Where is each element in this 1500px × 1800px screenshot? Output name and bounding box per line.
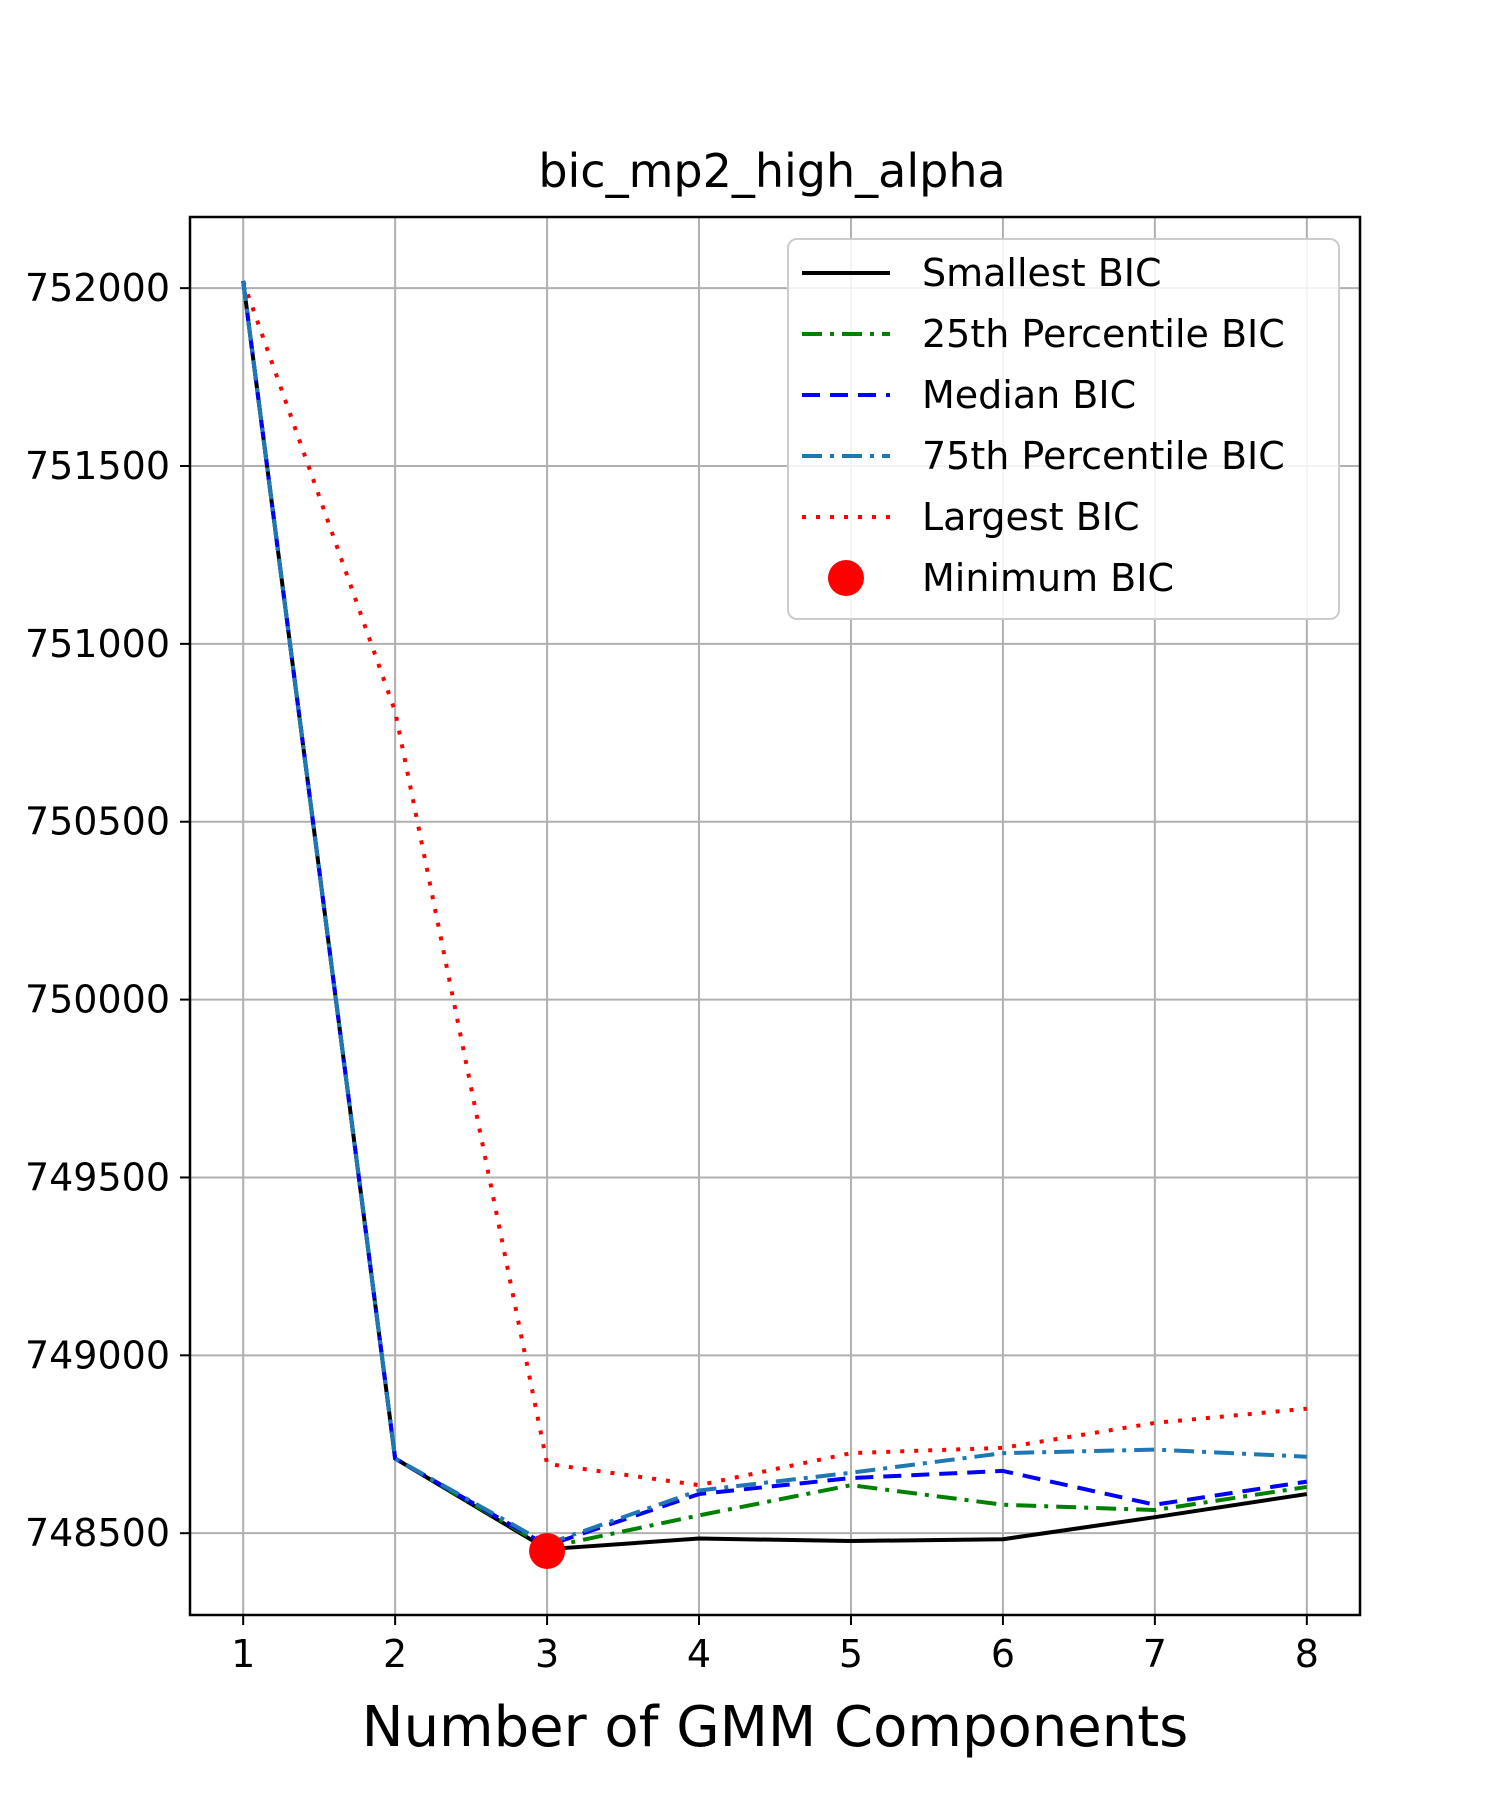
y-axis-ticks: 748500 749000 749500 750000 750500 751000 7515… <box>25 266 190 1555</box>
legend-label: Median BIC <box>922 373 1136 417</box>
x-tick-label: 5 <box>839 1632 863 1676</box>
y-tick-label: 751500 <box>25 444 170 488</box>
y-tick-label: 750000 <box>25 978 170 1022</box>
legend-label: Smallest BIC <box>922 251 1162 295</box>
y-tick-label: 749500 <box>25 1155 170 1199</box>
legend-label: Largest BIC <box>922 495 1140 539</box>
x-tick-label: 3 <box>535 1632 559 1676</box>
legend-label: Minimum BIC <box>922 556 1174 600</box>
y-tick-label: 748500 <box>25 1511 170 1555</box>
x-tick-label: 2 <box>383 1632 407 1676</box>
y-tick-label: 750500 <box>25 800 170 844</box>
chart-title: bic_mp2_high_alpha <box>538 144 1005 198</box>
y-tick-label: 752000 <box>25 266 170 310</box>
x-axis-label: Number of GMM Components <box>362 1695 1189 1760</box>
x-tick-label: 8 <box>1295 1632 1319 1676</box>
x-tick-label: 6 <box>991 1632 1015 1676</box>
x-tick-label: 1 <box>231 1632 255 1676</box>
x-tick-label: 7 <box>1143 1632 1167 1676</box>
minimum-bic-point <box>529 1532 566 1569</box>
legend: Smallest BIC 25th Percentile BIC Median BI… <box>787 238 1340 620</box>
plot-area-frame <box>188 215 1362 1617</box>
legend-swatch-minimum-bic <box>828 560 864 596</box>
x-axis-ticks: 1 2 3 4 5 6 7 8 <box>231 1615 1319 1676</box>
y-tick-label: 749000 <box>25 1333 170 1377</box>
y-tick-label: 751000 <box>25 622 170 666</box>
series-line-75th-percentile-bic <box>241 280 1307 1546</box>
legend-box <box>787 238 1340 620</box>
minimum-marker-layer <box>529 1532 566 1569</box>
series-lines <box>241 280 1308 1552</box>
legend-label: 25th Percentile BIC <box>922 312 1285 356</box>
legend-label: 75th Percentile BIC <box>922 434 1285 478</box>
x-tick-label: 4 <box>687 1632 711 1676</box>
